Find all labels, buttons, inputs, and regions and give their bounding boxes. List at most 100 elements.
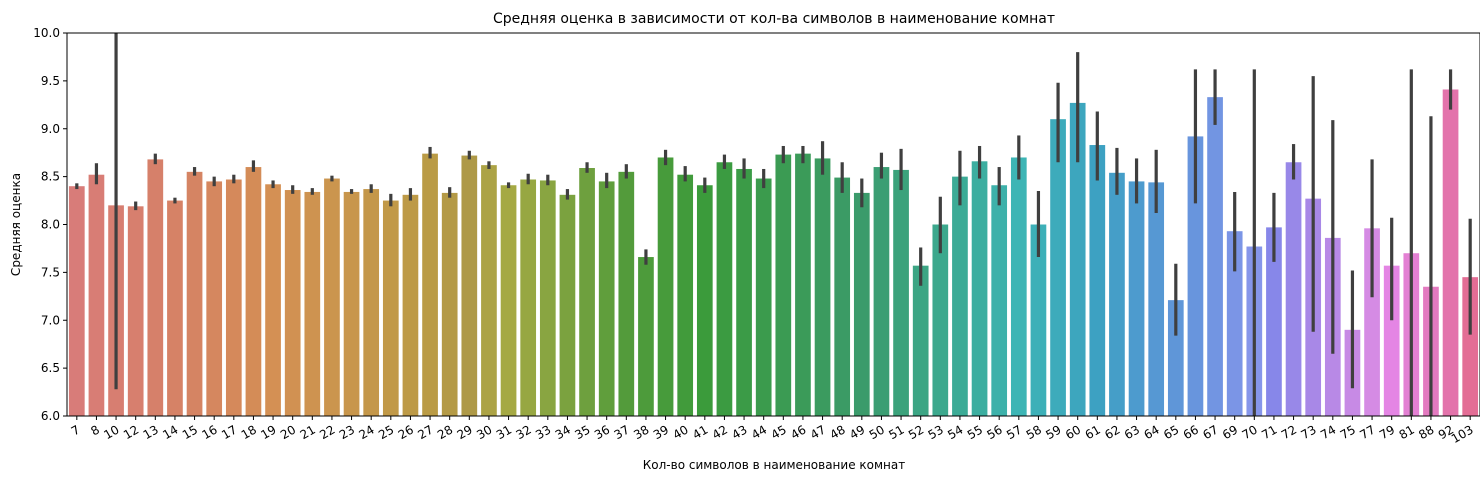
x-tick-label-63: 63 (1122, 422, 1142, 442)
y-tick-label-7.0: 7.0 (41, 313, 60, 327)
bar-8 (88, 174, 105, 416)
x-tick-label-64: 64 (1141, 422, 1161, 442)
x-tick-label-48: 48 (827, 422, 847, 442)
bar-15 (186, 171, 203, 416)
y-tick-label-6.5: 6.5 (41, 361, 60, 375)
x-tick-label-43: 43 (729, 422, 749, 442)
y-tick-label-10.0: 10.0 (33, 26, 60, 40)
x-tick-label-58: 58 (1024, 422, 1044, 442)
bar-12 (127, 206, 144, 416)
x-tick-label-75: 75 (1338, 422, 1358, 442)
x-tick-label-35: 35 (572, 422, 592, 442)
x-tick-label-32: 32 (513, 422, 533, 442)
x-tick-label-24: 24 (356, 422, 376, 442)
x-tick-label-55: 55 (965, 422, 985, 442)
x-tick-label-23: 23 (337, 422, 357, 442)
x-tick-label-59: 59 (1043, 422, 1063, 442)
bar-47 (814, 158, 831, 416)
bar-54 (952, 176, 968, 417)
chart-title: Средняя оценка в зависимости от кол-ва с… (493, 11, 1055, 27)
bar-26 (402, 194, 419, 416)
x-tick-label-69: 69 (1220, 422, 1240, 442)
x-tick-label-79: 79 (1377, 422, 1397, 442)
x-tick-label-49: 49 (847, 422, 867, 442)
x-tick-label-14: 14 (160, 422, 180, 442)
bar-19 (265, 184, 281, 416)
bar-57 (1010, 157, 1027, 417)
bar-60 (1069, 102, 1086, 417)
x-tick-label-29: 29 (455, 422, 475, 442)
bar-32 (520, 179, 537, 416)
x-tick-label-45: 45 (769, 422, 789, 442)
bar-48 (834, 177, 851, 416)
bar-23 (343, 191, 360, 416)
bar-34 (559, 194, 576, 416)
y-tick-label-9.0: 9.0 (41, 122, 60, 136)
bar-103 (1462, 277, 1479, 416)
x-tick-label-66: 66 (1181, 422, 1201, 442)
x-tick-label-39: 39 (651, 422, 671, 442)
bar-27 (422, 153, 438, 416)
x-tick-label-65: 65 (1161, 422, 1181, 442)
x-axis-label: Кол-во символов в наименование комнат (643, 458, 905, 472)
x-tick-label-36: 36 (592, 422, 612, 442)
x-tick-label-77: 77 (1357, 422, 1377, 442)
x-tick-label-20: 20 (278, 422, 298, 442)
x-tick-label-21: 21 (298, 422, 318, 442)
x-tick-label-31: 31 (494, 422, 514, 442)
bar-53 (932, 224, 949, 416)
bar-13 (147, 159, 164, 416)
x-tick-label-8: 8 (88, 422, 102, 438)
x-tick-label-41: 41 (690, 422, 710, 442)
bar-65 (1167, 300, 1184, 416)
x-tick-label-53: 53 (926, 422, 946, 442)
x-tick-label-60: 60 (1063, 422, 1083, 442)
x-tick-label-26: 26 (396, 422, 416, 442)
bar-33 (539, 180, 556, 416)
x-tick-label-27: 27 (415, 422, 435, 442)
x-tick-label-30: 30 (474, 422, 494, 442)
x-tick-label-70: 70 (1240, 422, 1260, 442)
bar-31 (500, 185, 517, 416)
x-tick-label-12: 12 (121, 422, 141, 442)
x-tick-label-42: 42 (710, 422, 730, 442)
bar-59 (1050, 119, 1066, 417)
bar-61 (1089, 145, 1106, 416)
x-tick-label-15: 15 (180, 422, 200, 442)
x-tick-label-10: 10 (101, 422, 121, 442)
x-tick-label-51: 51 (886, 422, 906, 442)
bar-67 (1207, 97, 1223, 417)
bar-7 (68, 186, 85, 416)
bar-72 (1285, 162, 1302, 416)
bar-25 (382, 200, 399, 416)
y-axis: 6.0 6.5 7.0 7.5 8.0 8.5 9.0 9.5 10.0 (33, 26, 67, 423)
bar-50 (873, 167, 890, 416)
bar-58 (1030, 224, 1047, 416)
bar-40 (677, 174, 694, 416)
bar-69 (1226, 231, 1243, 416)
bar-16 (206, 181, 223, 416)
bar-46 (795, 153, 811, 416)
bar-20 (284, 190, 301, 416)
x-tick-label-18: 18 (239, 422, 259, 442)
x-tick-label-67: 67 (1200, 422, 1220, 442)
bar-77 (1364, 228, 1380, 416)
x-axis: 7 8 10 12 13 14 15 16 17 18 19 20 21 22 23 24 25 26 27 28 29… (69, 416, 1476, 446)
bar-21 (304, 191, 321, 416)
x-tick-label-33: 33 (533, 422, 553, 442)
bar-56 (991, 185, 1008, 416)
bar-17 (225, 179, 242, 416)
bar-22 (324, 178, 340, 416)
x-tick-label-46: 46 (788, 422, 808, 442)
y-tick-label-8.5: 8.5 (41, 170, 60, 184)
bar-14 (167, 200, 183, 416)
x-tick-label-25: 25 (376, 422, 396, 442)
bar-51 (893, 169, 909, 416)
bar-18 (245, 167, 262, 416)
bar-45 (775, 154, 792, 416)
x-tick-label-16: 16 (199, 422, 219, 442)
bar-39 (657, 157, 674, 417)
bar-79 (1383, 265, 1400, 416)
x-tick-label-50: 50 (867, 422, 887, 442)
bar-71 (1266, 227, 1282, 416)
